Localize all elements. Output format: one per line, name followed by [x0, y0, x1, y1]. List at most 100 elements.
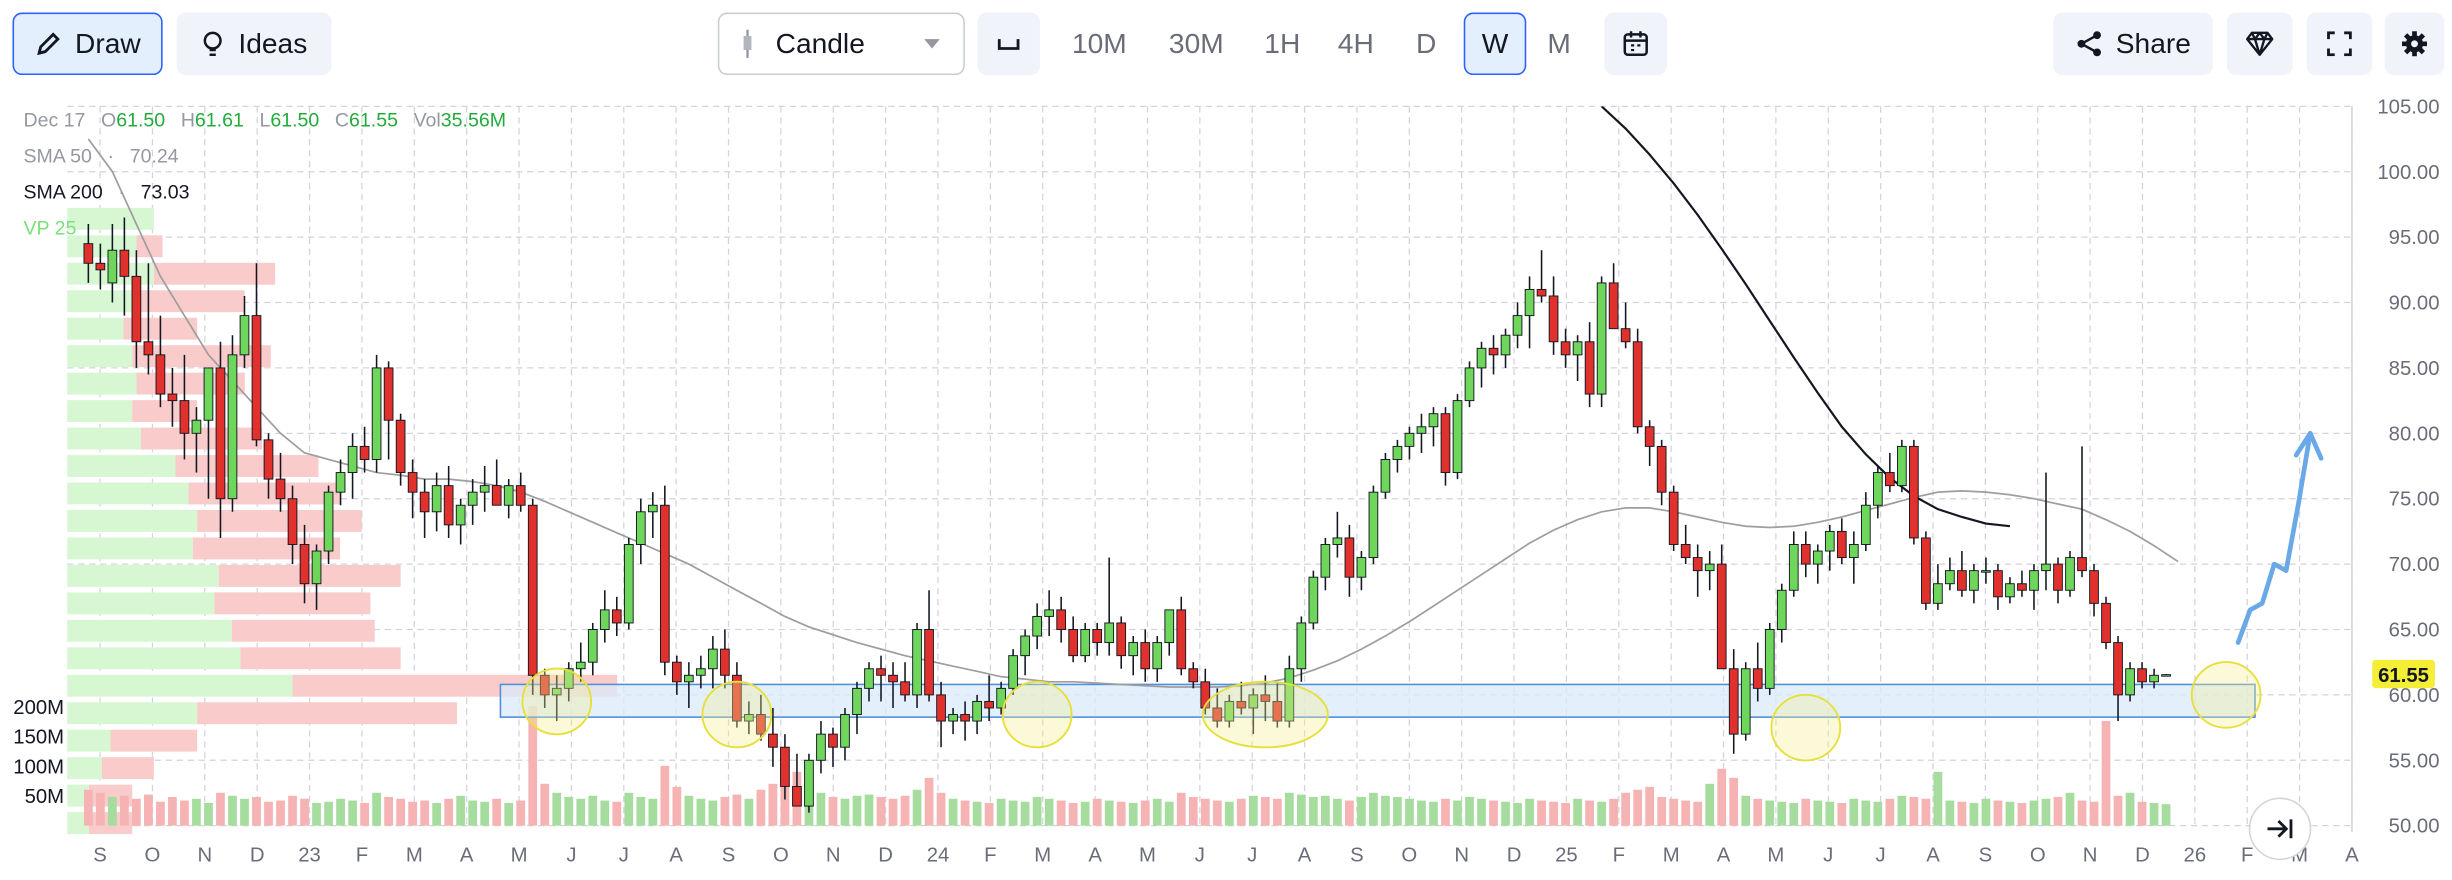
volume-bar [552, 792, 562, 826]
volume-bar [1525, 798, 1534, 826]
scroll-to-realtime-button[interactable] [2248, 797, 2312, 861]
vp-bar-down [153, 262, 276, 285]
candle [1872, 466, 1883, 519]
candle [792, 753, 802, 807]
candle-body [1716, 563, 1727, 670]
vp-bar-up [67, 372, 137, 395]
candle [888, 662, 898, 708]
vp-row[interactable]: VP 25 [23, 214, 506, 244]
vp-bar-up [67, 455, 176, 477]
candle [1464, 361, 1475, 408]
candle-body [311, 550, 322, 585]
sma50-separator: · [107, 145, 115, 168]
candle [2089, 564, 2099, 617]
pencil-icon [34, 30, 62, 58]
price-tick-label: 80.00 [2389, 423, 2440, 445]
volume-bar [95, 792, 105, 826]
candle-body [1344, 537, 1355, 578]
volume-bar [924, 777, 934, 826]
volume-bar [1573, 798, 1582, 826]
candle-body [816, 733, 826, 761]
sma200-row[interactable]: SMA 200 · 73.03 [23, 178, 506, 208]
volume-bar [624, 792, 634, 826]
candle [1404, 426, 1415, 460]
candle [1608, 263, 1619, 330]
candle [1224, 694, 1235, 728]
candle [2125, 662, 2135, 702]
volume-bar [1044, 798, 1054, 826]
timeframe-4h[interactable]: 4H [1337, 27, 1374, 59]
volume-bar [396, 798, 405, 826]
candle [1440, 407, 1451, 486]
volume-bar [1212, 800, 1222, 826]
candle [1176, 596, 1187, 676]
candle [1380, 452, 1391, 499]
candle [131, 250, 142, 368]
chart-type-select[interactable]: Candle [717, 12, 965, 76]
volume-bar [2065, 792, 2075, 826]
candle [984, 675, 994, 722]
candle-body [912, 629, 922, 696]
compare-range-button[interactable] [977, 12, 1040, 76]
candle [960, 701, 970, 741]
date-range-button[interactable] [1604, 12, 1668, 76]
volume-bar [732, 794, 742, 826]
fullscreen-button[interactable] [2306, 12, 2373, 76]
vp-bar-down [101, 757, 154, 780]
volume-bar [1717, 768, 1727, 826]
candle [1584, 322, 1595, 408]
premium-button[interactable] [2226, 12, 2293, 76]
candle-body [515, 485, 526, 506]
volume-tick-label: 100M [13, 756, 64, 778]
candle [179, 354, 190, 460]
timeframe-w[interactable]: W [1463, 12, 1527, 76]
timeframe-30m[interactable]: 30M [1168, 27, 1224, 59]
projection-arrow [2235, 430, 2313, 645]
candle-body [2077, 557, 2087, 572]
settings-button[interactable] [2384, 12, 2445, 76]
volume-bar [612, 801, 622, 826]
candle [1957, 551, 1967, 597]
volume-bar [1945, 800, 1955, 826]
timeframe-1h[interactable]: 1H [1264, 27, 1301, 59]
volume-bars [83, 706, 2171, 826]
candle-body [1692, 557, 1703, 572]
candle-body [1656, 445, 1667, 493]
candle [2065, 551, 2075, 597]
price-tick-label: 70.00 [2389, 554, 2440, 576]
vp-bar-up [67, 537, 193, 560]
ideas-button[interactable]: Ideas [176, 12, 332, 76]
volume-bar [1116, 801, 1126, 826]
vp-bar-down [140, 290, 245, 313]
candle [1776, 583, 1787, 643]
volume-bar [480, 801, 490, 826]
volume-bar [192, 798, 201, 826]
candle [852, 681, 862, 735]
vp-bar-up [67, 482, 189, 505]
candle-body [768, 733, 778, 748]
legend-low: 61.50 [270, 109, 320, 132]
volume-bar [1477, 798, 1486, 826]
candle-body [984, 700, 994, 709]
candle-body [1632, 341, 1643, 428]
time-tick-label: J [1195, 845, 1205, 867]
share-button[interactable]: Share [2053, 12, 2213, 76]
sma50-row[interactable]: SMA 50 · 70.24 [23, 142, 506, 172]
draw-button[interactable]: Draw [12, 12, 163, 76]
volume-bar [900, 795, 910, 826]
volume-bar [252, 796, 261, 826]
candle-body [756, 714, 766, 735]
candle-body [155, 354, 166, 395]
volume-bar [1465, 796, 1474, 826]
candle-body [1957, 570, 1967, 591]
candle-body [563, 668, 574, 689]
volume-bar [2125, 792, 2135, 826]
support-zone-rectangle [499, 683, 2256, 718]
candle-body [2137, 668, 2147, 683]
volume-bar [768, 783, 778, 826]
volume-bar [2161, 804, 2171, 826]
timeframe-m[interactable]: M [1547, 27, 1571, 59]
timeframe-d[interactable]: D [1416, 27, 1437, 59]
timeframe-10m[interactable]: 10M [1071, 27, 1127, 59]
